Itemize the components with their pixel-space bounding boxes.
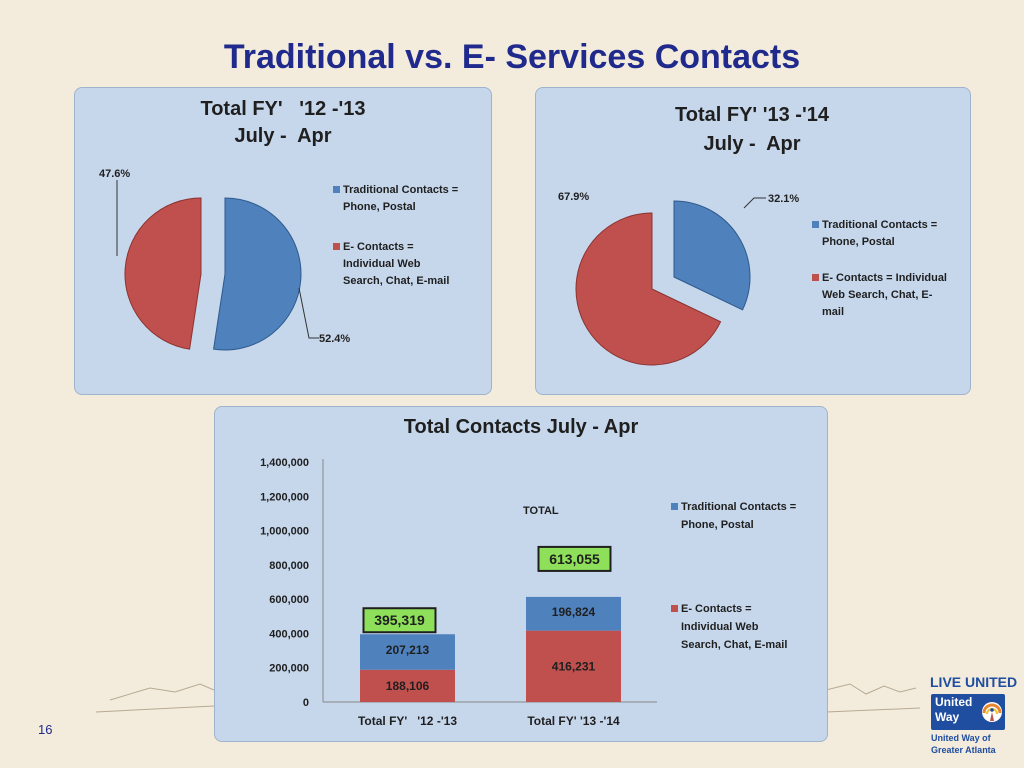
y-tick-label: 1,000,000 xyxy=(260,526,309,538)
bar-segment-econtacts xyxy=(360,669,455,702)
pie-chart-fy13-14-panel: Total FY' '13 -'14 July - Apr 67.9% 32.1… xyxy=(535,87,971,395)
town-sketch-right-ground xyxy=(825,707,921,713)
pie1-label-traditional: 52.4% xyxy=(319,333,350,345)
pie2-title-line2: July - Apr xyxy=(703,133,800,155)
legend-econtacts-line1: E- Contacts = xyxy=(681,603,752,615)
y-tick-label: 400,000 xyxy=(269,628,309,640)
pie2-legend-swatch-econtacts xyxy=(812,274,819,281)
pie2-leader-traditional xyxy=(743,197,766,209)
logo-badge: United Way xyxy=(931,694,1005,730)
town-sketch-left xyxy=(109,683,215,701)
pie1-title-line2: July - Apr xyxy=(234,125,331,147)
legend-traditional-line1: Traditional Contacts = xyxy=(681,501,796,513)
town-sketch-right xyxy=(825,683,917,695)
total-callout-box xyxy=(537,545,612,572)
pie2-label-econtacts: 67.9% xyxy=(558,191,589,203)
x-category-label: Total FY' '12 -'13 xyxy=(358,714,457,728)
bar-segment-econtacts xyxy=(526,630,621,702)
logo-sub-line2: Greater Atlanta xyxy=(931,745,996,755)
logo-name: United Way xyxy=(935,695,981,725)
pie1-slice-econtacts xyxy=(124,197,202,350)
bar-chart-title: Total Contacts July - Apr xyxy=(404,416,639,438)
total-callout-box xyxy=(362,607,437,634)
pie1-legend-traditional-line1: Traditional Contacts = xyxy=(343,184,458,196)
bar-segment-traditional xyxy=(526,596,621,631)
bar-value-label: 188,106 xyxy=(386,679,430,693)
y-tick-label: 600,000 xyxy=(269,594,309,606)
pie1-legend-econtacts-line1: E- Contacts = xyxy=(343,241,414,253)
logo-sub-line1: United Way of xyxy=(931,733,991,743)
pie1-title-line1: Total FY' '12 -'13 xyxy=(200,98,365,120)
pie2-legend-swatch-traditional xyxy=(812,221,819,228)
pie1-legend-swatch-traditional xyxy=(333,186,340,193)
legend-econtacts-line3: Search, Chat, E-mail xyxy=(681,639,787,651)
pie2-legend-econtacts-line1: E- Contacts = Individual xyxy=(822,272,947,284)
pie1-legend-econtacts-line2: Individual Web xyxy=(343,258,421,270)
pie-chart-fy13-14: Total FY' '13 -'14 July - Apr 67.9% 32.1… xyxy=(558,104,947,366)
pie2-legend-econtacts-line3: mail xyxy=(822,306,844,318)
logo-name-line2: Way xyxy=(935,710,960,724)
pie-chart-fy12-13-panel: Total FY' '12 -'13 July - Apr 47.6% 52.4… xyxy=(74,87,492,395)
hand-rainbow-icon xyxy=(982,702,1002,722)
pie2-slice-traditional xyxy=(673,200,751,311)
united-way-logo: LIVE UNITED United Way United Way of Gre… xyxy=(928,674,1018,764)
pie1-slice-traditional xyxy=(213,197,302,351)
bar-chart-total-contacts: Total Contacts July - Apr 0 200,000 400,00… xyxy=(260,416,796,728)
pie1-label-econtacts: 47.6% xyxy=(99,168,130,180)
pie2-legend-econtacts-line2: Web Search, Chat, E- xyxy=(822,289,933,301)
pie1-legend-econtacts-line3: Search, Chat, E-mail xyxy=(343,275,449,287)
pie2-legend-traditional-line1: Traditional Contacts = xyxy=(822,219,937,231)
y-tick-label: 1,400,000 xyxy=(260,457,309,469)
pie2-slice-econtacts xyxy=(575,212,722,366)
y-tick-label: 200,000 xyxy=(269,663,309,675)
y-tick-label: 1,200,000 xyxy=(260,491,309,503)
pie2-legend-traditional-line2: Phone, Postal xyxy=(822,236,895,248)
logo-subtitle: United Way of Greater Atlanta xyxy=(931,732,1021,756)
pie2-label-traditional: 32.1% xyxy=(768,193,799,205)
legend-swatch-traditional xyxy=(671,503,678,510)
logo-tagline: LIVE UNITED xyxy=(930,674,1018,690)
pie2-title-line1: Total FY' '13 -'14 xyxy=(675,104,830,126)
bar-chart-total-contacts-panel: Total Contacts July - Apr 0 200,000 400,00… xyxy=(214,406,828,742)
bar-value-label: 196,824 xyxy=(552,605,596,619)
legend-traditional-line2: Phone, Postal xyxy=(681,519,754,531)
pie1-legend-traditional-line2: Phone, Postal xyxy=(343,201,416,213)
town-sketch-left-ground xyxy=(95,705,215,713)
total-annotation: TOTAL xyxy=(523,505,559,517)
total-callout-value: 613,055 xyxy=(549,551,600,567)
total-callout-value: 395,319 xyxy=(374,612,425,628)
pie1-leader-traditional xyxy=(298,287,319,339)
pie-chart-fy12-13: Total FY' '12 -'13 July - Apr 47.6% 52.4… xyxy=(99,98,458,351)
bar-segment-traditional xyxy=(360,634,455,670)
bar-value-label: 207,213 xyxy=(386,643,430,657)
slide-number: 16 xyxy=(38,722,53,737)
y-tick-label: 0 xyxy=(303,697,309,709)
logo-name-line1: United xyxy=(935,695,973,709)
x-category-label: Total FY' '13 -'14 xyxy=(527,714,620,728)
legend-swatch-econtacts xyxy=(671,605,678,612)
legend-econtacts-line2: Individual Web xyxy=(681,621,759,633)
y-tick-label: 800,000 xyxy=(269,560,309,572)
pie1-legend-swatch-econtacts xyxy=(333,243,340,250)
slide-title: Traditional vs. E- Services Contacts xyxy=(223,38,801,76)
bar-value-label: 416,231 xyxy=(552,659,596,673)
